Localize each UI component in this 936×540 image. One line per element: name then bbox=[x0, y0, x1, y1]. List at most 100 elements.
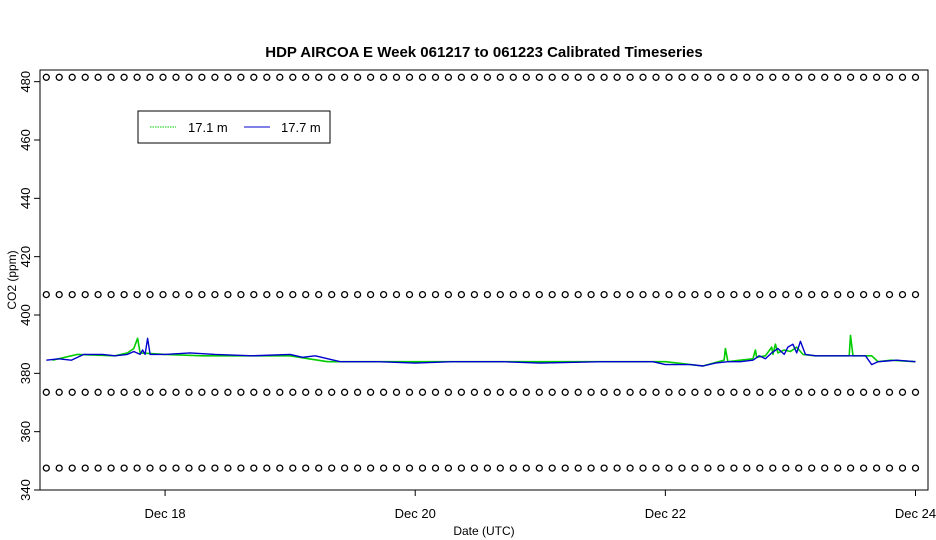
reference-point bbox=[872, 290, 881, 299]
reference-point bbox=[782, 464, 790, 472]
reference-point bbox=[68, 388, 76, 396]
reference-point bbox=[834, 388, 842, 396]
reference-point bbox=[756, 388, 764, 396]
reference-point bbox=[237, 388, 245, 396]
reference-point bbox=[769, 73, 777, 81]
reference-point bbox=[639, 73, 647, 81]
reference-point bbox=[587, 73, 595, 81]
series-lines bbox=[46, 334, 916, 367]
reference-point bbox=[81, 290, 89, 299]
reference-point bbox=[691, 290, 699, 299]
legend-label-17-7m: 17.7 m bbox=[281, 120, 321, 135]
reference-point bbox=[717, 464, 725, 472]
y-tick-label: 400 bbox=[18, 304, 33, 326]
reference-point bbox=[704, 73, 712, 81]
reference-point bbox=[392, 388, 401, 396]
reference-point bbox=[120, 73, 128, 81]
reference-point bbox=[756, 464, 764, 472]
reference-point bbox=[885, 290, 894, 299]
reference-point bbox=[665, 464, 673, 472]
reference-point bbox=[237, 464, 245, 472]
reference-point bbox=[198, 388, 206, 396]
reference-point bbox=[678, 464, 686, 472]
reference-point bbox=[276, 73, 284, 81]
reference-point bbox=[250, 73, 258, 81]
reference-point bbox=[496, 388, 504, 396]
reference-point bbox=[315, 73, 323, 81]
reference-point bbox=[756, 73, 764, 81]
reference-point bbox=[561, 290, 569, 299]
reference-point bbox=[535, 290, 543, 299]
reference-point bbox=[626, 290, 634, 299]
reference-point bbox=[224, 464, 232, 472]
x-axis: Dec 18 Dec 20 Dec 22 Dec 24 bbox=[144, 490, 936, 521]
reference-point bbox=[834, 290, 842, 299]
reference-point bbox=[55, 290, 63, 299]
reference-point bbox=[224, 388, 232, 396]
reference-point bbox=[250, 290, 258, 299]
reference-point bbox=[431, 464, 440, 472]
reference-point bbox=[639, 290, 647, 299]
reference-point bbox=[911, 388, 920, 396]
reference-point bbox=[340, 464, 349, 472]
reference-point bbox=[548, 290, 556, 299]
reference-point bbox=[872, 73, 881, 81]
reference-point bbox=[470, 73, 479, 81]
y-tick-label: 420 bbox=[18, 246, 33, 268]
reference-point bbox=[379, 464, 388, 472]
reference-point bbox=[185, 464, 193, 472]
reference-point bbox=[730, 290, 738, 299]
reference-point bbox=[691, 73, 699, 81]
reference-point bbox=[185, 388, 193, 396]
reference-point bbox=[872, 388, 881, 396]
reference-point bbox=[548, 73, 556, 81]
reference-point bbox=[457, 73, 466, 81]
reference-point bbox=[392, 290, 401, 299]
reference-point bbox=[846, 464, 855, 472]
reference-point bbox=[431, 388, 440, 396]
reference-point bbox=[444, 73, 453, 81]
reference-point bbox=[859, 290, 868, 299]
y-axis-label: CO2 (ppm) bbox=[5, 250, 19, 309]
reference-point bbox=[405, 290, 414, 299]
reference-point bbox=[263, 290, 271, 299]
reference-point bbox=[42, 464, 50, 472]
reference-point bbox=[289, 73, 297, 81]
reference-point bbox=[328, 388, 336, 396]
reference-point bbox=[185, 73, 193, 81]
reference-point bbox=[639, 388, 647, 396]
reference-point bbox=[159, 464, 167, 472]
reference-point bbox=[315, 388, 323, 396]
reference-point bbox=[263, 464, 271, 472]
reference-point bbox=[535, 73, 543, 81]
reference-point bbox=[859, 464, 868, 472]
reference-point bbox=[405, 388, 414, 396]
reference-point bbox=[743, 464, 751, 472]
reference-point bbox=[340, 290, 349, 299]
reference-point bbox=[470, 464, 479, 472]
reference-point bbox=[574, 290, 582, 299]
x-tick-label: Dec 24 bbox=[895, 506, 936, 521]
reference-point bbox=[730, 73, 738, 81]
reference-point bbox=[846, 388, 855, 396]
reference-point bbox=[198, 464, 206, 472]
reference-point bbox=[224, 290, 232, 299]
reference-point bbox=[68, 464, 76, 472]
reference-point bbox=[743, 290, 751, 299]
reference-point bbox=[846, 290, 855, 299]
x-axis-label: Date (UTC) bbox=[453, 524, 514, 538]
reference-point bbox=[561, 388, 569, 396]
reference-point bbox=[859, 73, 868, 81]
reference-point bbox=[808, 388, 816, 396]
reference-point bbox=[211, 290, 219, 299]
reference-point bbox=[509, 73, 517, 81]
reference-point bbox=[302, 388, 310, 396]
reference-point bbox=[795, 73, 803, 81]
reference-point bbox=[898, 388, 907, 396]
reference-point bbox=[146, 290, 154, 299]
reference-point bbox=[574, 464, 582, 472]
reference-point bbox=[872, 464, 881, 472]
reference-point bbox=[652, 290, 660, 299]
reference-point bbox=[691, 464, 699, 472]
reference-point bbox=[496, 464, 504, 472]
